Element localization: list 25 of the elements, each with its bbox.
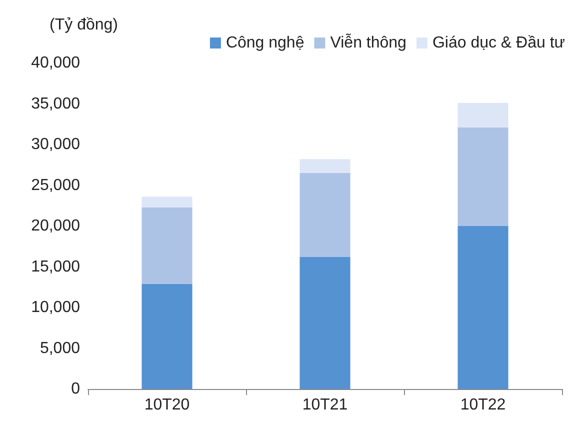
- legend-label: Giáo dục & Đầu tư: [432, 34, 566, 52]
- y-tick-label: 0: [71, 380, 80, 398]
- bar: [142, 196, 192, 208]
- bar: [458, 127, 508, 226]
- y-tick-label: 30,000: [31, 136, 80, 153]
- legend-label: Công nghệ: [226, 34, 304, 52]
- x-tick-label: 10T21: [302, 396, 348, 414]
- bar: [142, 284, 192, 389]
- y-axis-title: (Tỷ đồng): [50, 16, 118, 34]
- bar: [458, 226, 508, 389]
- y-tick-label: 15,000: [31, 258, 80, 276]
- legend-label: Viễn thông: [330, 34, 406, 52]
- x-tick-label: 10T20: [144, 396, 190, 414]
- y-tick-label: 10,000: [31, 299, 80, 316]
- bar: [300, 173, 350, 257]
- x-tick-label: 10T22: [460, 396, 506, 414]
- y-tick-label: 25,000: [31, 176, 80, 194]
- bar: [458, 102, 508, 128]
- y-tick-label: 20,000: [31, 218, 80, 234]
- y-tick-label: 40,000: [31, 54, 80, 72]
- bar: [142, 207, 192, 284]
- bar: [300, 256, 350, 389]
- bar: [300, 159, 350, 174]
- y-tick-label: 5,000: [40, 340, 80, 357]
- y-tick-label: 35,000: [31, 95, 80, 112]
